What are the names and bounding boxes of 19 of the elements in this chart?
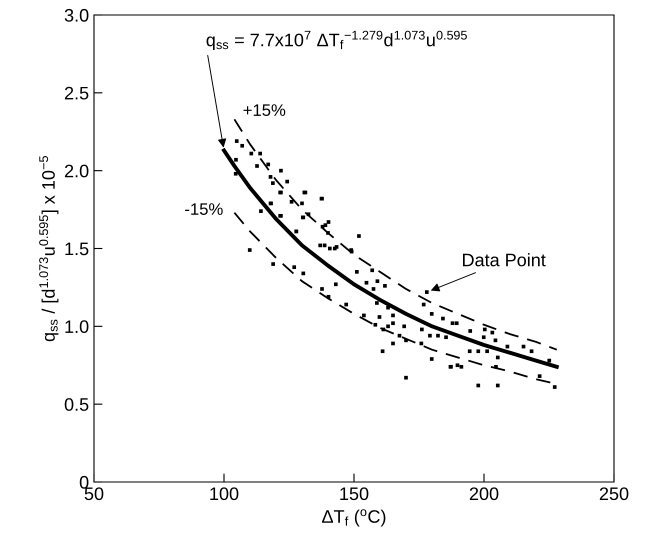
annotation: Data Point	[463, 253, 546, 266]
series-label: -15%	[185, 203, 223, 215]
y-tick-label: 3.0	[64, 8, 88, 22]
y-tick-label: 2.5	[64, 86, 88, 100]
series-label: +15%	[244, 104, 286, 116]
y-axis-title: q$_{ss}$ / [d$^{1.073}$u$^{0.595}$] x 10$^{−5}$	[39, 156, 58, 342]
y-tick-label: 0.5	[64, 398, 88, 411]
x-tick-label: 200	[470, 487, 498, 500]
x-tick-label: 150	[340, 487, 368, 500]
y-tick-label: 1.0	[65, 320, 88, 334]
x-tick-label: 50	[84, 487, 104, 500]
y-tick-label: 1.5	[65, 242, 88, 256]
y-tick-label: 0	[80, 476, 88, 489]
x-tick-label: 250	[600, 487, 628, 500]
y-tick-label: 2.0	[64, 164, 88, 178]
text: q$_{ss}$ = 7.7x10$^{7}$ ΔT$_{f}$$^{−1.279}$d$^{1.073}$u$^{0.595}$	[206, 30, 467, 50]
x-axis-title: ΔT$_{f}$ ($^{o}$C)	[322, 509, 386, 526]
line-series	[233, 118, 558, 351]
x-tick-label: 100	[210, 487, 238, 500]
